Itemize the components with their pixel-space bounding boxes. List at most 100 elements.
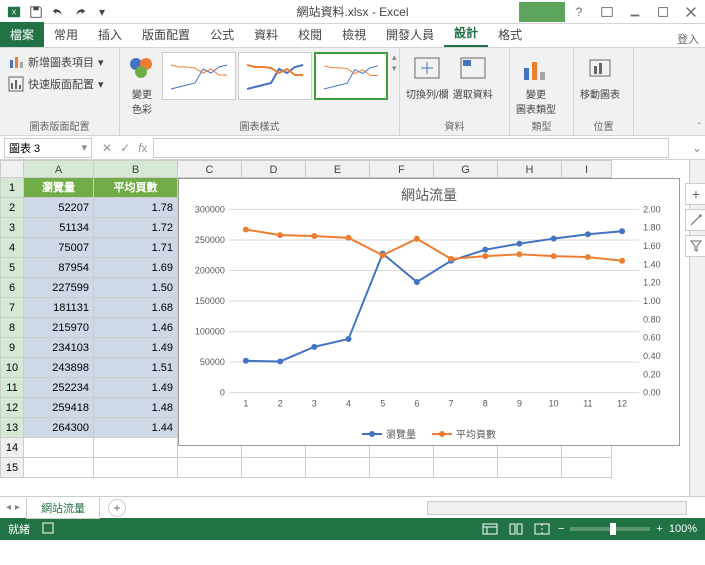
row-header[interactable]: 9 (0, 338, 24, 358)
cell[interactable]: 181131 (24, 298, 94, 318)
add-chart-element-button[interactable]: 新增圖表項目 ▾ (6, 52, 106, 72)
cell[interactable]: 234103 (24, 338, 94, 358)
embedded-chart[interactable]: 網站流量 05000010000015000020000025000030000… (178, 178, 680, 446)
quick-layout-button[interactable]: 快速版面配置 ▾ (6, 74, 106, 94)
column-header[interactable]: H (498, 160, 562, 178)
enter-formula-icon[interactable]: ✓ (120, 141, 130, 155)
undo-icon[interactable] (48, 2, 68, 22)
switch-row-col-button[interactable]: 切換列/欄 (406, 52, 449, 101)
style-thumb-3[interactable] (314, 52, 388, 100)
chart-style-gallery[interactable] (162, 52, 388, 100)
excel-icon[interactable]: X (4, 2, 24, 22)
tab-開發人員[interactable]: 開發人員 (376, 22, 444, 47)
tab-插入[interactable]: 插入 (88, 22, 132, 47)
tab-格式[interactable]: 格式 (488, 22, 532, 47)
chart-legend[interactable]: #sw1::after{background:#4472c4}瀏覽量 平均頁數 (179, 426, 679, 441)
tab-資料[interactable]: 資料 (244, 22, 288, 47)
cell[interactable]: 1.68 (94, 298, 178, 318)
cell[interactable] (94, 438, 178, 458)
cell[interactable]: 1.49 (94, 338, 178, 358)
cell[interactable] (370, 458, 434, 478)
tab-檢視[interactable]: 檢視 (332, 22, 376, 47)
cell[interactable]: 252234 (24, 378, 94, 398)
cell[interactable] (306, 458, 370, 478)
sheet-tab[interactable]: 網站流量 (26, 498, 100, 519)
cell[interactable]: 1.50 (94, 278, 178, 298)
row-header[interactable]: 12 (0, 398, 24, 418)
horizontal-scrollbar[interactable] (427, 501, 687, 515)
row-header[interactable]: 1 (0, 178, 24, 198)
column-header[interactable]: E (306, 160, 370, 178)
cell[interactable]: 1.78 (94, 198, 178, 218)
cell[interactable]: 平均頁數 (94, 178, 178, 198)
tab-版面配置[interactable]: 版面配置 (132, 22, 200, 47)
fx-icon[interactable]: fx (138, 141, 147, 155)
column-header[interactable]: F (370, 160, 434, 178)
name-box[interactable]: 圖表 3▾ (4, 138, 92, 158)
formula-input[interactable] (153, 138, 669, 158)
chart-styles-button[interactable] (685, 209, 705, 231)
cell[interactable] (24, 458, 94, 478)
add-sheet-button[interactable]: + (108, 499, 126, 517)
column-header[interactable]: B (94, 160, 178, 178)
style-thumb-2[interactable] (238, 52, 312, 100)
row-header[interactable]: 2 (0, 198, 24, 218)
tab-常用[interactable]: 常用 (44, 22, 88, 47)
login-link[interactable]: 登入 (677, 31, 699, 47)
style-thumb-1[interactable] (162, 52, 236, 100)
chart-elements-button[interactable]: + (685, 183, 705, 205)
sheet-nav-prev-icon[interactable]: ◂ (6, 502, 11, 513)
page-layout-view-icon[interactable] (506, 521, 526, 537)
cell[interactable] (24, 438, 94, 458)
row-header[interactable]: 6 (0, 278, 24, 298)
tab-設計[interactable]: 設計 (444, 20, 488, 47)
chart-plot-area[interactable]: 0500001000001500002000002500003000000.00… (179, 203, 679, 423)
cell[interactable]: 1.51 (94, 358, 178, 378)
cell[interactable]: 75007 (24, 238, 94, 258)
row-header[interactable]: 4 (0, 238, 24, 258)
cell[interactable] (498, 458, 562, 478)
macro-record-icon[interactable] (42, 522, 54, 537)
chart-filters-button[interactable] (685, 235, 705, 257)
zoom-level[interactable]: 100% (669, 523, 697, 535)
select-data-button[interactable]: 選取資料 (453, 52, 493, 101)
cell[interactable]: 1.72 (94, 218, 178, 238)
column-header[interactable]: D (242, 160, 306, 178)
cell[interactable]: 1.71 (94, 238, 178, 258)
zoom-slider[interactable] (570, 527, 650, 531)
column-header[interactable]: G (434, 160, 498, 178)
move-chart-button[interactable]: 移動圖表 (580, 52, 620, 101)
row-header[interactable]: 15 (0, 458, 24, 478)
zoom-out-icon[interactable]: − (558, 523, 564, 535)
page-break-view-icon[interactable] (532, 521, 552, 537)
normal-view-icon[interactable] (480, 521, 500, 537)
column-header[interactable]: A (24, 160, 94, 178)
maximize-icon[interactable] (649, 2, 677, 22)
minimize-icon[interactable] (621, 2, 649, 22)
cell[interactable]: 1.49 (94, 378, 178, 398)
change-chart-type-button[interactable]: 變更 圖表類型 (516, 52, 556, 116)
cell[interactable]: 1.48 (94, 398, 178, 418)
select-all-corner[interactable] (0, 160, 24, 178)
row-header[interactable]: 3 (0, 218, 24, 238)
cell[interactable]: 259418 (24, 398, 94, 418)
formula-expand-icon[interactable]: ⌄ (689, 141, 705, 155)
redo-icon[interactable] (70, 2, 90, 22)
row-header[interactable]: 10 (0, 358, 24, 378)
cancel-formula-icon[interactable]: ✕ (102, 141, 112, 155)
close-icon[interactable] (677, 2, 705, 22)
cell[interactable] (434, 458, 498, 478)
cell[interactable]: 264300 (24, 418, 94, 438)
cell[interactable]: 215970 (24, 318, 94, 338)
change-colors-button[interactable]: 變更 色彩 (126, 52, 158, 116)
tab-校閱[interactable]: 校閱 (288, 22, 332, 47)
cell[interactable]: 243898 (24, 358, 94, 378)
column-header[interactable]: C (178, 160, 242, 178)
row-header[interactable]: 5 (0, 258, 24, 278)
qat-dropdown-icon[interactable]: ▾ (92, 2, 112, 22)
row-header[interactable]: 8 (0, 318, 24, 338)
cell[interactable]: 1.44 (94, 418, 178, 438)
row-header[interactable]: 7 (0, 298, 24, 318)
column-header[interactable]: I (562, 160, 612, 178)
row-header[interactable]: 14 (0, 438, 24, 458)
